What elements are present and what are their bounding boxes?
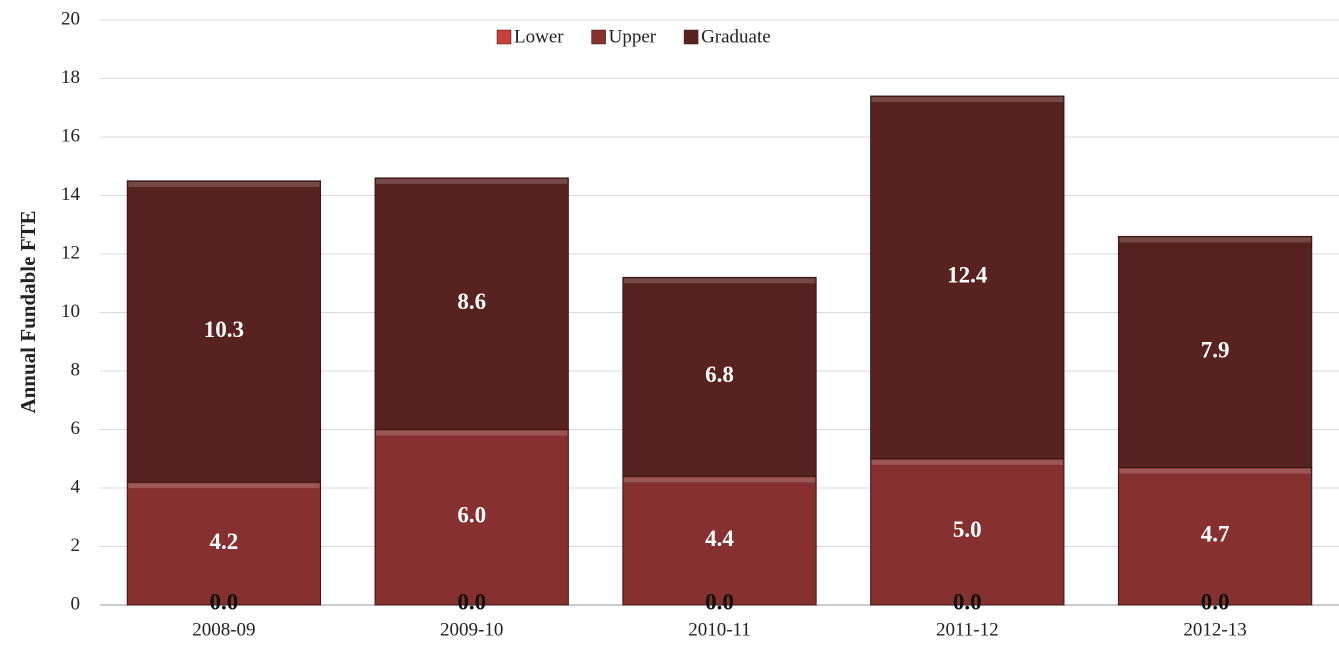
value-label: 6.8 (705, 362, 734, 387)
bar-bevel (871, 97, 1063, 103)
bar-segment (1117, 235, 1313, 469)
legend-label: Lower (514, 26, 564, 47)
y-tick-label: 4 (71, 476, 81, 497)
x-tick-label: 2011-12 (936, 619, 999, 640)
y-tick-label: 16 (61, 125, 80, 146)
y-tick-label: 20 (61, 8, 80, 29)
x-tick-label: 2009-10 (440, 619, 503, 640)
value-label: 0.0 (210, 589, 239, 614)
y-tick-label: 6 (71, 418, 81, 439)
y-tick-label: 18 (61, 67, 80, 88)
bar-bevel (623, 477, 816, 483)
bar-bevel (376, 430, 568, 436)
y-tick-label: 14 (61, 184, 81, 205)
value-label: 4.2 (210, 529, 239, 554)
value-label: 4.4 (705, 526, 734, 551)
value-label: 8.6 (457, 289, 486, 314)
value-label: 0.0 (953, 589, 982, 614)
legend-swatch (683, 29, 699, 45)
value-label: 6.0 (457, 503, 486, 528)
bar-segment (870, 458, 1065, 606)
bar-bevel (623, 278, 816, 284)
bar-bevel (128, 483, 320, 489)
y-tick-label: 12 (61, 242, 80, 263)
value-label: 10.3 (204, 317, 244, 342)
legend-swatch (591, 29, 606, 45)
value-label: 0.0 (1201, 589, 1230, 614)
bar-segment (870, 95, 1065, 460)
value-label: 7.9 (1201, 337, 1230, 362)
bar-segment (126, 180, 322, 483)
bar-segment (374, 177, 569, 430)
x-tick-label: 2008-09 (192, 619, 255, 640)
value-label: 5.0 (953, 517, 982, 542)
x-tick-label: 2012-13 (1183, 619, 1246, 640)
value-label: 0.0 (457, 589, 486, 614)
y-axis-title: Annual Fundable FTE (16, 210, 40, 413)
bar-bevel (1119, 237, 1311, 243)
legend-label: Graduate (701, 26, 771, 47)
x-tick-label: 2010-11 (688, 619, 751, 640)
value-label: 4.7 (1201, 522, 1230, 547)
y-tick-label: 10 (61, 301, 80, 322)
y-tick-label: 2 (71, 535, 81, 556)
legend-label: Upper (609, 26, 657, 47)
bar-bevel (871, 459, 1063, 465)
y-tick-label: 0 (71, 593, 81, 614)
bar-bevel (128, 181, 320, 187)
bar-segment (622, 276, 817, 477)
bar-segment (126, 481, 322, 606)
legend-swatch (496, 29, 512, 45)
y-tick-label: 8 (71, 359, 81, 380)
value-label: 12.4 (947, 263, 988, 288)
bar-bevel (1119, 468, 1311, 474)
bar-segment (622, 475, 817, 606)
value-label: 0.0 (705, 589, 734, 614)
bar-bevel (376, 178, 568, 184)
